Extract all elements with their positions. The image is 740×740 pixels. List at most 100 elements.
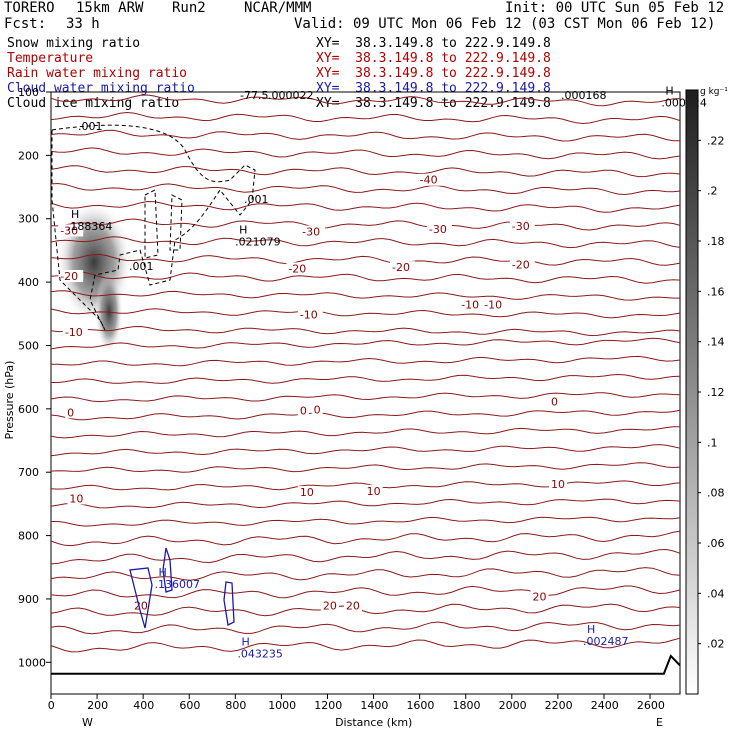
maximum-value: .043235: [237, 648, 283, 661]
isotherm-label-bg: [297, 486, 316, 499]
isotherm-line: [50, 308, 681, 319]
field-name: Temperature: [7, 51, 94, 66]
isotherm-label: 10: [551, 478, 565, 491]
x-axis-title: Distance (km): [335, 716, 412, 729]
isotherm-label: 0: [67, 406, 74, 419]
colorbar: [685, 89, 699, 695]
isotherm-label: 20: [323, 600, 337, 613]
x-tick-label: 2000: [499, 699, 527, 712]
x-tick-label: 800: [225, 699, 246, 712]
isotherm-label-bg: [311, 403, 323, 416]
isotherm-line: [50, 111, 681, 125]
field-name: Rain water mixing ratio: [7, 66, 188, 81]
plot-frame: [50, 91, 681, 695]
isotherm-label-bg: [389, 261, 415, 274]
isotherm-line: [50, 337, 681, 350]
west-label: W: [82, 716, 93, 729]
isotherm-label-bg: [548, 477, 567, 490]
model-name: TORERO: [4, 0, 55, 16]
isotherm-label: 0: [314, 404, 321, 417]
forecast-label: Fcst:: [4, 16, 47, 32]
isotherm-line: [50, 271, 681, 284]
isotherm-label-bg: [320, 599, 339, 612]
isotherm-line: [50, 182, 681, 196]
east-label: E: [656, 716, 663, 729]
top-contour-label: -77.5: [240, 89, 268, 102]
isotherm-label: 0: [300, 404, 307, 417]
terrain-line: [51, 654, 681, 675]
isotherm-line: [50, 585, 681, 599]
isotherm-label-bg: [67, 492, 86, 505]
valid-time: Valid: 09 UTC Mon 06 Feb 12 (03 CST Mon …: [294, 16, 716, 32]
colorbar-label: .22: [707, 134, 725, 147]
cloud-ice-label: .001: [244, 193, 269, 206]
colorbar-label: .18: [707, 235, 725, 248]
isotherm-label-bg: [58, 224, 84, 237]
isotherm-label-bg: [65, 406, 77, 419]
x-tick-label: 1000: [268, 699, 296, 712]
isotherm-line: [50, 392, 681, 403]
isotherm-label-bg: [509, 219, 535, 232]
isotherm-line: [50, 530, 681, 547]
isotherm-label-bg: [343, 599, 362, 612]
x-tick-label: 2600: [637, 699, 665, 712]
y-tick-label: 400: [18, 276, 39, 289]
isotherm-label: -10: [484, 299, 502, 312]
isotherm-label-bg: [300, 225, 326, 238]
colorbar-label: .04: [707, 587, 725, 600]
maximum-marker: H: [665, 84, 673, 97]
isotherm-line: [50, 603, 681, 617]
isotherm-label: -10: [65, 326, 83, 339]
model-run: Run2: [172, 0, 206, 16]
isotherm-line: [51, 516, 681, 527]
colorbar-unit: g kg⁻¹: [700, 87, 728, 97]
maximum-value: .021079: [235, 236, 281, 249]
x-tick-label: 2200: [545, 699, 573, 712]
institution: NCAR/MMM: [244, 0, 312, 16]
isotherm-line: [50, 253, 681, 266]
field-cross-section-xy: XY= 38.3.149.8 to 222.9.149.8: [316, 66, 551, 81]
isotherm-label-bg: [297, 308, 323, 321]
top-contour-label: .000022: [268, 89, 314, 102]
cloud-water-contour: [129, 567, 153, 629]
isotherm-line: [50, 426, 680, 439]
isotherm-label: -20: [392, 261, 410, 274]
isotherm-label-bg: [297, 404, 309, 417]
colorbar-label: .02: [707, 638, 725, 651]
isotherm-label: 20: [533, 591, 547, 604]
isotherm-line: [50, 355, 681, 367]
isotherm-label: -10: [461, 299, 479, 312]
cloud-water-contour: [223, 581, 235, 626]
isotherm-line: [50, 129, 680, 142]
x-tick-label: 200: [87, 699, 108, 712]
x-tick-label: 600: [179, 699, 200, 712]
isotherm-line: [50, 325, 681, 337]
isotherm-line: [50, 444, 681, 457]
maximum-value: .136007: [155, 578, 201, 591]
isotherm-line: [50, 621, 681, 635]
isotherm-label: -30: [60, 224, 78, 237]
maximum-marker: H: [587, 623, 595, 636]
isotherm-label: -40: [420, 174, 438, 187]
isotherm-label-bg: [58, 270, 84, 283]
x-tick-label: 1400: [360, 699, 388, 712]
y-tick-label: 100: [18, 86, 39, 99]
cloud-ice-contour: [51, 124, 256, 331]
isotherm-label-bg: [286, 262, 312, 275]
isotherm-line: [51, 373, 681, 384]
cloud-ice-label: .001: [129, 260, 154, 273]
colorbar-label: .16: [707, 285, 725, 298]
isotherm-label-bg: [459, 298, 485, 311]
isotherm-label: -30: [512, 220, 530, 233]
isotherm-line: [50, 409, 681, 421]
isotherm-label-bg: [62, 325, 88, 338]
field-cross-section-xy: XY= 38.3.149.8 to 222.9.149.8: [316, 36, 551, 51]
colorbar-label: .14: [707, 336, 725, 349]
colorbar-label: .06: [707, 537, 725, 550]
isotherm-line: [50, 165, 681, 178]
colorbar-label: .08: [707, 487, 725, 500]
y-axis-title: Pressure (hPa): [3, 361, 16, 440]
y-tick-label: 700: [18, 466, 39, 479]
maximum-value: .002487: [583, 635, 629, 648]
